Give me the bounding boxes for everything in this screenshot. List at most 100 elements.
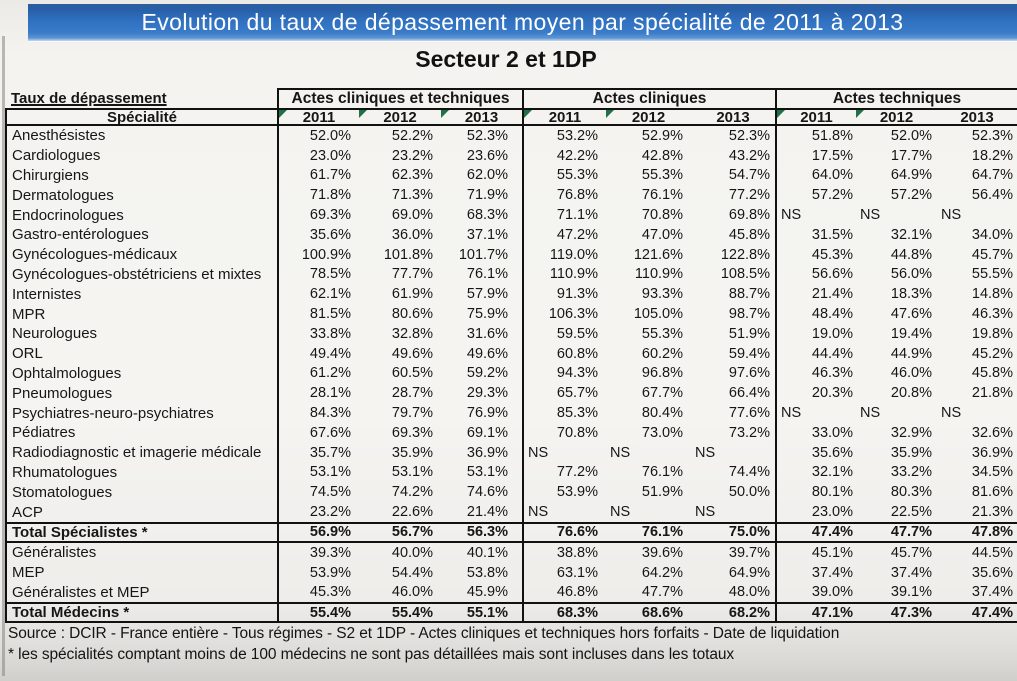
value-cell: 45.3%: [277, 582, 359, 603]
value-cell: 76.1%: [641, 524, 683, 541]
value-cell: 51.8%: [775, 126, 856, 146]
speciality-header: Spécialité: [5, 110, 277, 124]
value-cell: 17.5%: [775, 145, 856, 166]
value-cell: 45.7%: [890, 544, 932, 561]
value-cell: NS: [610, 444, 631, 461]
row-label: Endocrinologues: [5, 205, 277, 225]
value-cell: 77.6%: [728, 405, 770, 422]
source-note: Source : DCIR - France entière - Tous ré…: [8, 625, 840, 642]
group-header-2: Actes cliniques: [522, 88, 775, 108]
value-cell: NS: [941, 405, 962, 422]
row-label: Neurologues: [5, 323, 277, 344]
value-cell: 53.9%: [522, 482, 606, 503]
value-cell: 35.9%: [391, 444, 433, 461]
value-cell: 68.2%: [728, 604, 770, 621]
value-cell: 69.8%: [728, 207, 770, 224]
value-cell: 49.4%: [277, 343, 359, 364]
value-cell: 56.9%: [277, 523, 359, 541]
table-row: Psychiatres-neuro-psychiatres 84.3% 79.7% 7…: [5, 403, 1017, 423]
value-cell: 94.3%: [522, 363, 606, 384]
table-row: Pneumologues 28.1% 28.7% 29.3% 65.7% 67.7% 66.…: [5, 383, 1017, 404]
value-cell: 56.3%: [466, 524, 508, 541]
value-cell: 56.7%: [391, 524, 433, 541]
value-cell: NS: [941, 207, 962, 224]
value-cell: 55.4%: [277, 604, 359, 622]
year-header-2011-group2: 2011: [522, 110, 606, 124]
value-cell: 37.4%: [890, 564, 932, 581]
value-cell: 68.3%: [466, 207, 508, 224]
value-cell: 74.5%: [277, 482, 359, 503]
table-row: Cardiologues 23.0% 23.2% 23.6% 42.2% 42.8% 43.…: [5, 145, 1017, 166]
value-cell: 39.3%: [277, 542, 359, 563]
table-row: Total Spécialistes * 56.9% 56.7% 56.3% 76.6%…: [5, 521, 1017, 543]
row-label: ORL: [5, 343, 277, 364]
value-cell: NS: [522, 502, 606, 522]
row-label: Radiodiagnostic et imagerie médicale: [5, 442, 277, 463]
value-cell: 53.1%: [391, 464, 433, 481]
corner-label-text: Taux de dépassement: [11, 89, 167, 107]
table-header-years: Spécialité 2011 2012 2013 2011 2012 2013 2011 20…: [5, 108, 1017, 126]
value-cell: 52.0%: [277, 126, 359, 146]
value-cell: 67.6%: [277, 422, 359, 443]
value-cell: 110.9%: [522, 264, 606, 285]
value-cell: 22.6%: [391, 504, 433, 521]
value-cell: 69.1%: [466, 424, 508, 441]
value-cell: NS: [775, 205, 856, 225]
value-cell: 42.8%: [641, 147, 683, 164]
value-cell: NS: [610, 504, 631, 521]
value-cell: 119.0%: [522, 244, 606, 265]
value-cell: 35.6%: [971, 564, 1013, 581]
value-cell: 19.8%: [971, 325, 1013, 342]
value-cell: 64.0%: [775, 165, 856, 186]
table-header-groups: Taux de dépassement Actes cliniques et te…: [5, 88, 1017, 108]
excel-flag-icon: [606, 110, 614, 118]
value-cell: 73.0%: [641, 424, 683, 441]
value-cell: 33.8%: [277, 323, 359, 344]
value-cell: 65.7%: [522, 383, 606, 404]
year-label: 2013: [464, 110, 499, 124]
value-cell: 57.2%: [890, 187, 932, 204]
value-cell: 48.4%: [775, 304, 856, 324]
value-cell: 21.4%: [466, 504, 508, 521]
value-cell: 61.7%: [277, 165, 359, 186]
value-cell: 68.6%: [641, 604, 683, 621]
value-cell: 39.1%: [890, 584, 932, 601]
value-cell: 52.3%: [971, 127, 1013, 144]
value-cell: 40.0%: [391, 544, 433, 561]
year-label: 2013: [960, 110, 994, 124]
value-cell: 74.6%: [466, 484, 508, 501]
page-subtitle: Secteur 2 et 1DP: [415, 46, 597, 72]
value-cell: 64.7%: [971, 167, 1013, 184]
value-cell: 105.0%: [633, 306, 683, 323]
scan-edge-artifact: [2, 36, 5, 676]
value-cell: NS: [695, 444, 716, 461]
asterisk-note: * les spécialités comptant moins de 100 …: [8, 646, 735, 663]
value-cell: 76.1%: [466, 266, 508, 283]
value-cell: 55.3%: [522, 165, 606, 186]
value-cell: 45.2%: [971, 345, 1013, 362]
value-cell: 39.0%: [775, 582, 856, 603]
value-cell: 55.1%: [466, 604, 508, 621]
value-cell: 32.9%: [890, 424, 932, 441]
value-cell: 36.9%: [466, 444, 508, 461]
table-row: Endocrinologues 69.3% 69.0% 68.3% 71.1% 70.8%…: [5, 205, 1017, 225]
value-cell: 50.0%: [728, 484, 770, 501]
value-cell: 29.3%: [466, 385, 508, 402]
row-label: Total Spécialistes *: [5, 523, 277, 541]
value-cell: 21.3%: [971, 504, 1013, 521]
title-banner: Evolution du taux de dépassement moyen p…: [28, 4, 1017, 41]
value-cell: 18.3%: [890, 286, 932, 303]
value-cell: 76.1%: [641, 464, 683, 481]
value-cell: 45.1%: [775, 542, 856, 563]
value-cell: 73.2%: [728, 424, 770, 441]
value-cell: 108.5%: [720, 266, 770, 283]
value-cell: 55.3%: [641, 325, 683, 342]
value-cell: 80.6%: [391, 306, 433, 323]
excel-flag-icon: [777, 110, 785, 118]
value-cell: 55.4%: [391, 604, 433, 621]
value-cell: 21.4%: [775, 284, 856, 305]
row-label: Dermatologues: [5, 185, 277, 206]
value-cell: 52.2%: [391, 127, 433, 144]
value-cell: 56.6%: [775, 264, 856, 285]
value-cell: NS: [522, 442, 606, 463]
